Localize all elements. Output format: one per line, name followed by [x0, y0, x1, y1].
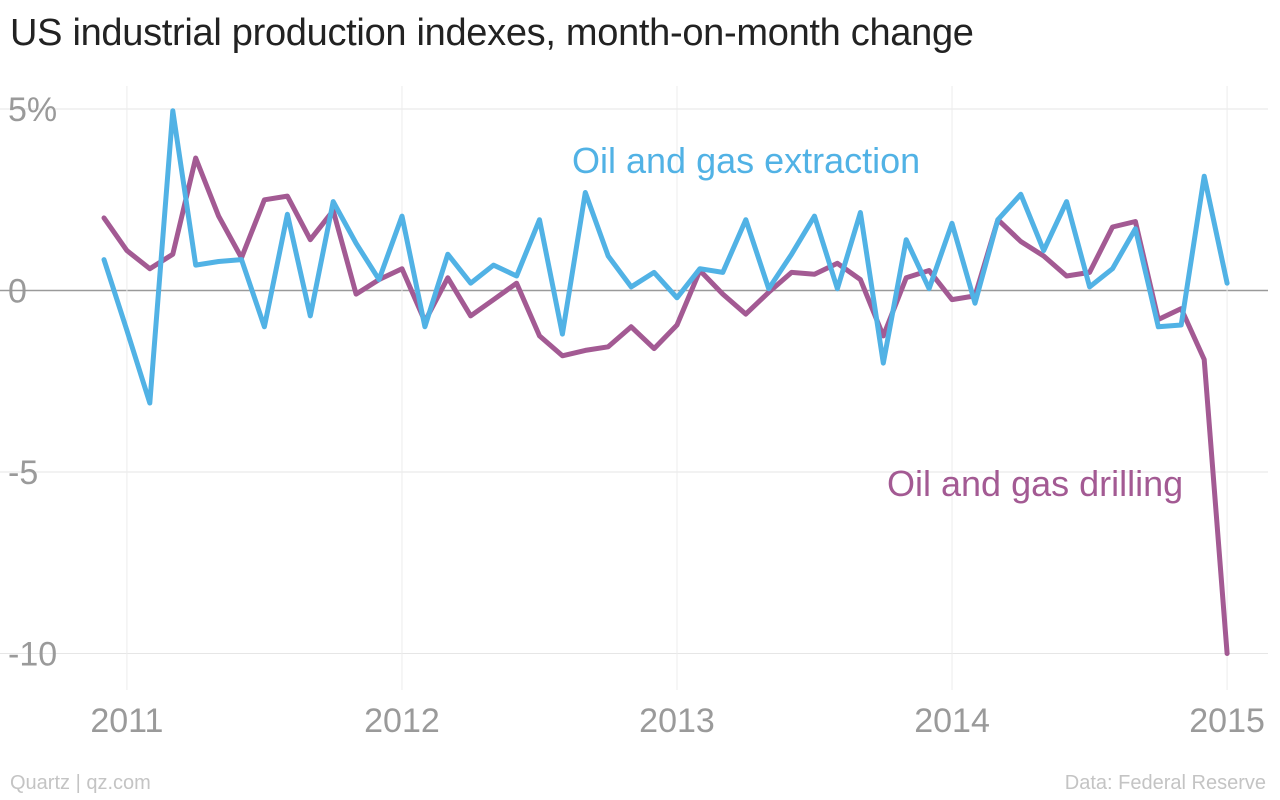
y-tick-label: -5	[8, 454, 38, 492]
chart-title: US industrial production indexes, month-…	[10, 12, 974, 54]
series-line-oil-and-gas-extraction	[101, 108, 1230, 406]
series-label-oil-and-gas-extraction: Oil and gas extraction	[572, 140, 920, 181]
y-tick-label: 5%	[8, 91, 57, 129]
y-axis-ticks: 5% 0 -5 -10	[8, 91, 57, 674]
grid-lines	[0, 86, 1268, 690]
y-tick-label: -10	[8, 636, 57, 674]
x-tick-label: 2012	[364, 702, 440, 740]
series-annotations: Oil and gas extraction Oil and gas drilli…	[572, 140, 1183, 504]
x-tick-label: 2014	[914, 702, 990, 740]
series-lines	[101, 108, 1230, 656]
x-axis-ticks: 2011 2012 2013 2014 2015	[90, 702, 1265, 740]
credit-text: Quartz | qz.com	[10, 772, 151, 794]
x-tick-label: 2011	[90, 702, 163, 740]
x-tick-label: 2013	[639, 702, 715, 740]
series-label-oil-and-gas-drilling: Oil and gas drilling	[887, 463, 1183, 504]
source-text: Data: Federal Reserve	[1064, 772, 1266, 794]
series-line-oil-and-gas-drilling	[101, 155, 1230, 656]
y-tick-label: 0	[8, 273, 27, 311]
x-tick-label: 2015	[1189, 702, 1265, 740]
